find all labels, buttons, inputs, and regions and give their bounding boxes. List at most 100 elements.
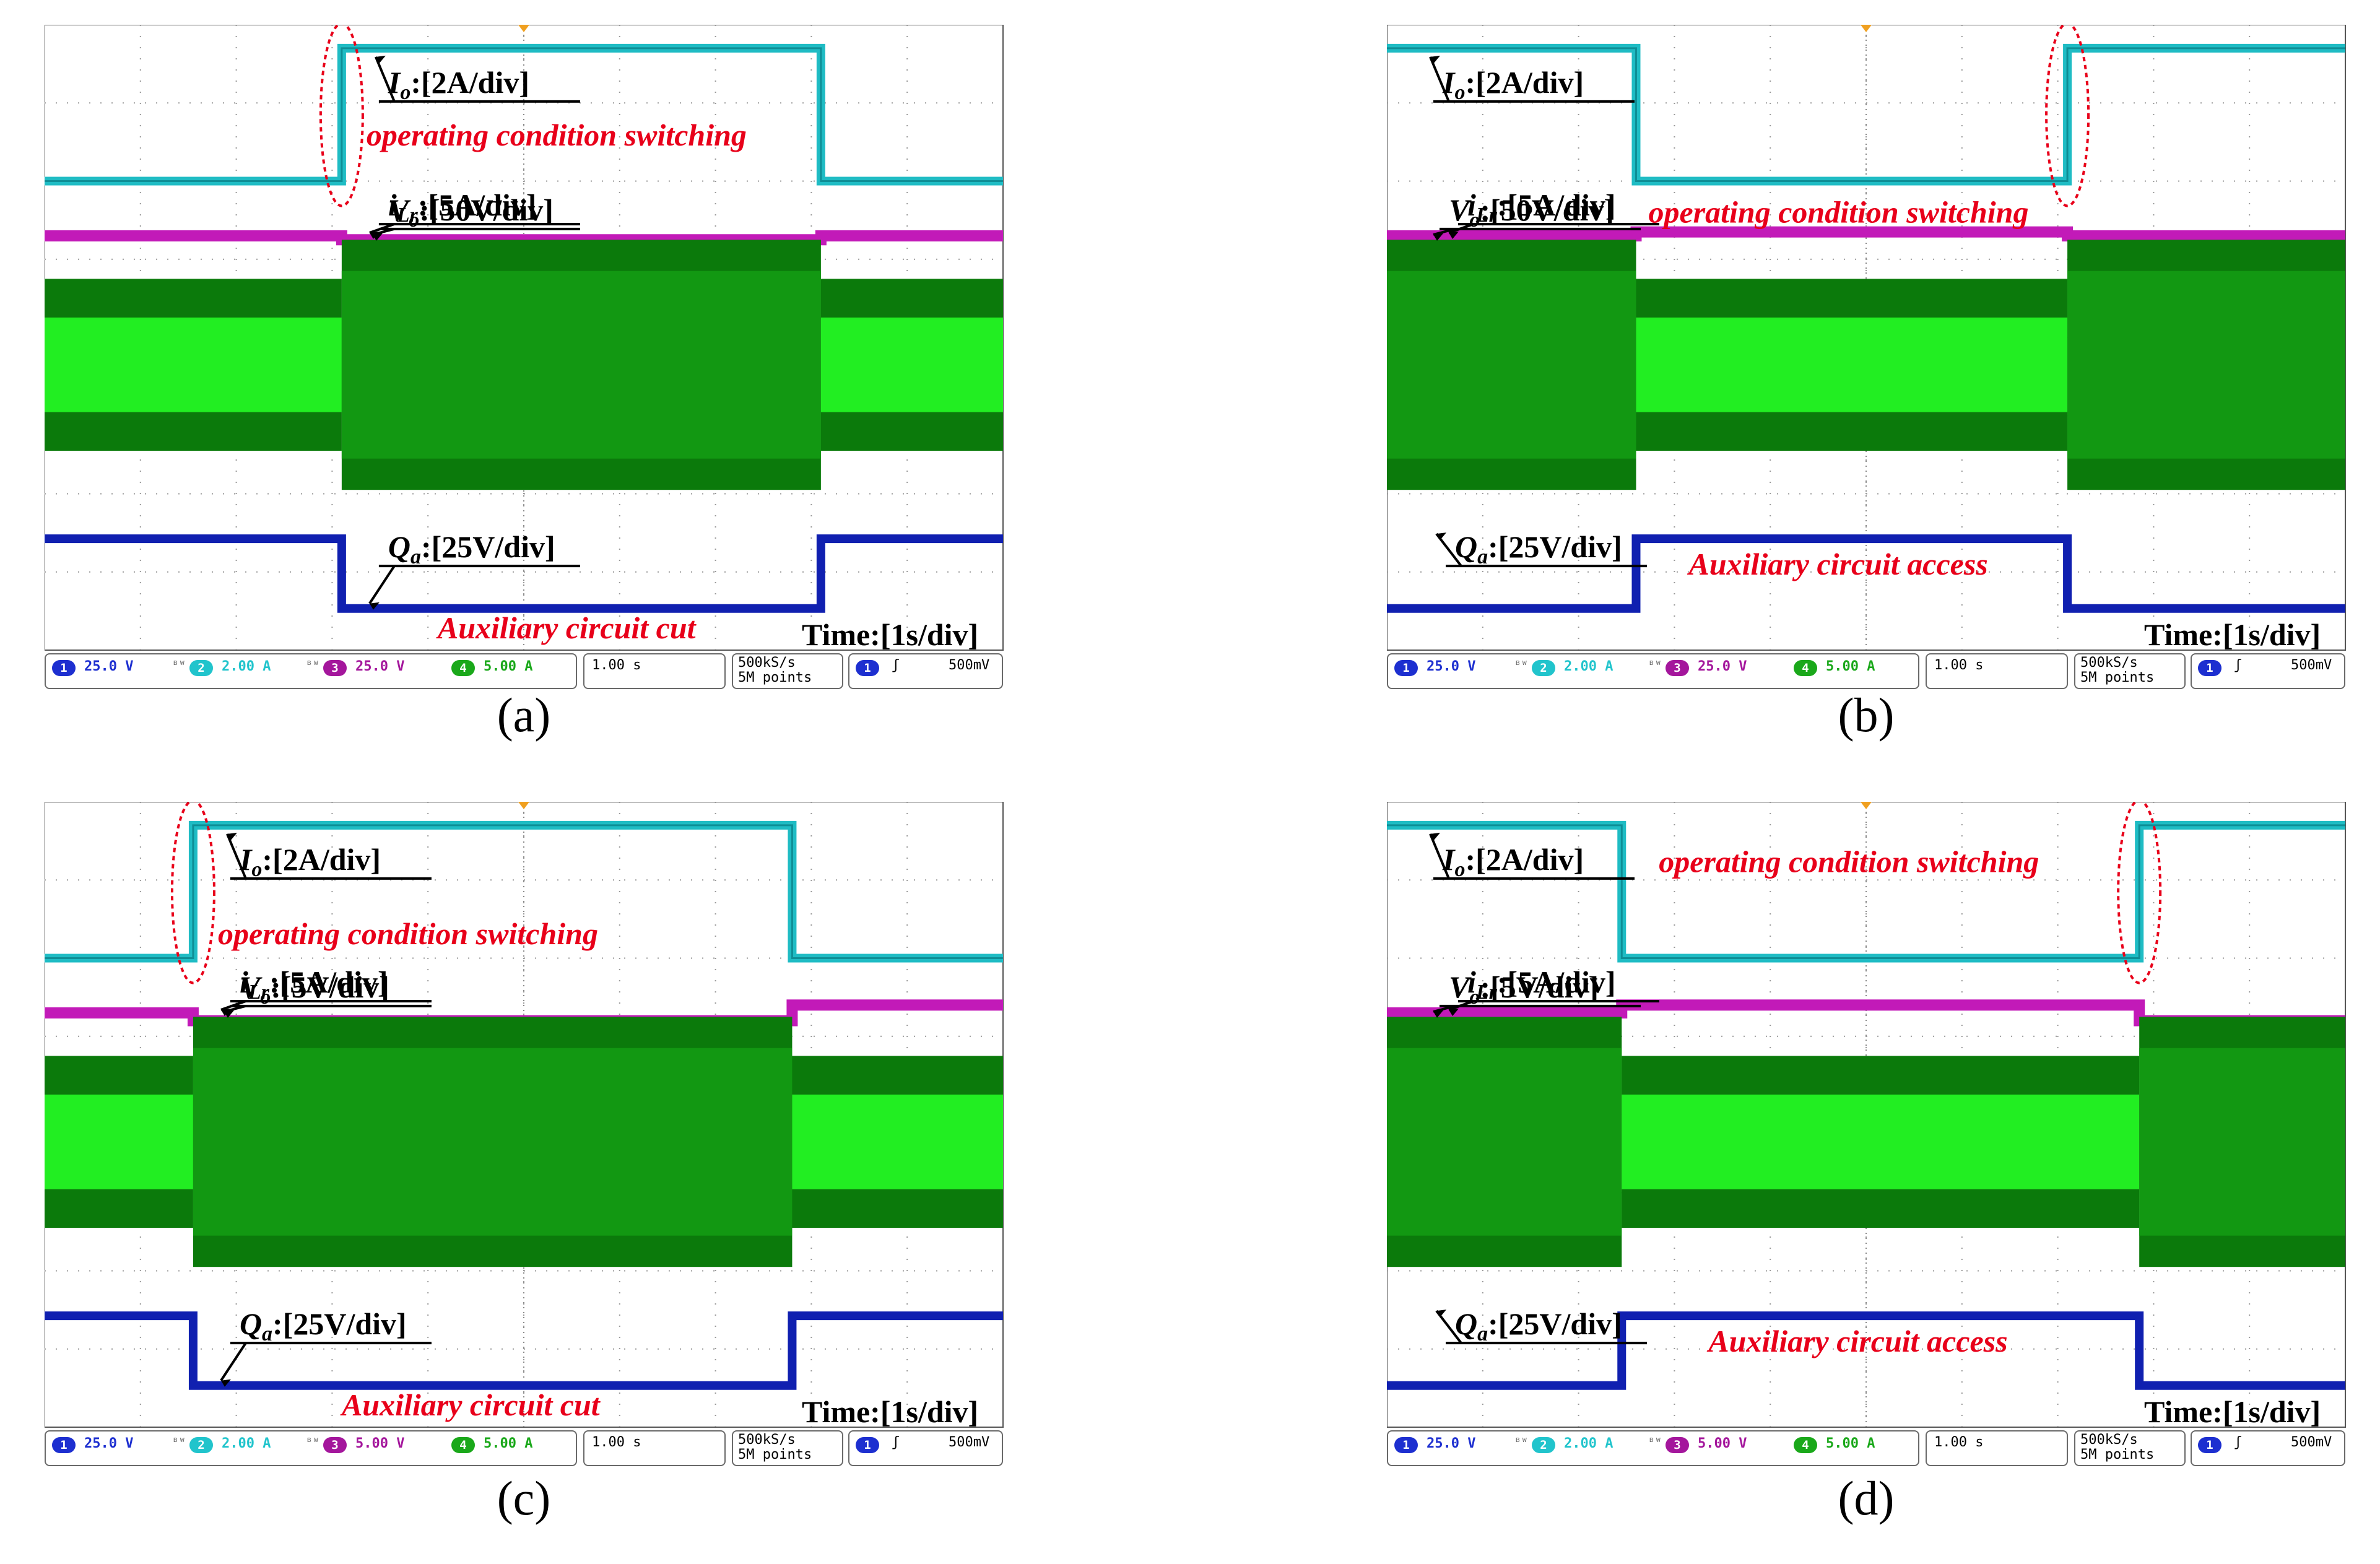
channel-1-badge: 1	[52, 660, 76, 676]
acquisition-box[interactable]: 500kS/s 5M points	[732, 1430, 843, 1466]
annotation-switching: operating condition switching	[1659, 844, 2039, 879]
label-subscript: o	[1454, 858, 1465, 881]
channel-1-badge: 1	[1394, 660, 1418, 676]
label-symbol: I	[388, 65, 401, 100]
bandwidth-limit-icon: ᴮᵂ	[172, 1436, 186, 1449]
trigger-box[interactable]: 1 ʃ 500mV	[2191, 1430, 2345, 1466]
vertical-scale-box[interactable]: 1 25.0 V 2 2.00 A ᴮᵂ 3 25.0 V ᴮᵂ 4 5.00 A	[1387, 653, 1919, 689]
channel-1-scale: 25.0 V	[1427, 1436, 1476, 1451]
trace-ilr-after-core	[2139, 1048, 2345, 1236]
label-symbol: i	[1467, 965, 1476, 999]
label-symbol: Q	[240, 1306, 262, 1341]
label-symbol: I	[1442, 842, 1456, 877]
trace-ilr-before	[1387, 240, 1636, 490]
label-symbol: i	[388, 188, 397, 222]
label-symbol: Q	[1455, 1306, 1477, 1341]
label-vo: Vo:[50V/div]	[1433, 193, 1641, 241]
label-leader	[220, 1000, 246, 1011]
label-qa: Qa:[25V/div]	[1435, 1306, 1647, 1345]
sample-rate: 500kS/s	[2080, 655, 2138, 671]
scope-status-bar: 1 25.0 V 2 2.00 A ᴮᵂ 3 5.00 V ᴮᵂ 4 5.00 A 1.00 s 50…	[45, 1430, 1010, 1466]
label-scale: :[25V/div]	[1488, 1306, 1622, 1341]
label-subscript: Lr	[396, 204, 419, 227]
channel-4-scale: 5.00 A	[1826, 1436, 1875, 1451]
acquisition-box[interactable]: 500kS/s 5M points	[2074, 1430, 2186, 1466]
trigger-channel-badge: 1	[856, 1437, 879, 1453]
trace-ilr-mid	[341, 240, 821, 490]
acquisition-box[interactable]: 500kS/s 5M points	[732, 653, 843, 689]
channel-1-scale: 25.0 V	[1427, 659, 1476, 674]
channel-1-scale: 25.0 V	[84, 1436, 134, 1451]
label-ilr: iLr:[5A/div]	[1448, 188, 1659, 239]
sample-rate: 500kS/s	[2080, 1432, 2138, 1448]
channel-2-scale: 2.00 A	[222, 1436, 271, 1451]
channel-3-scale: 5.00 V	[355, 1436, 405, 1451]
timebase-value: 1.00 s	[1934, 1435, 1984, 1450]
panel-caption: (c)	[497, 1471, 551, 1525]
trigger-edge-icon: ʃ	[892, 1435, 900, 1450]
timebase-box[interactable]: 1.00 s	[583, 653, 726, 689]
label-symbol: V	[388, 193, 411, 227]
label-qa: Qa:[25V/div]	[1435, 529, 1647, 568]
arrow-icon	[369, 602, 380, 610]
annotation-aux: Auxiliary circuit access	[1706, 1324, 2007, 1358]
trigger-position-icon	[1861, 802, 1872, 809]
timebase-box[interactable]: 1.00 s	[1926, 1430, 2068, 1466]
bandwidth-limit-icon: ᴮᵂ	[1648, 659, 1662, 672]
vertical-scale-box[interactable]: 1 25.0 V 2 2.00 A ᴮᵂ 3 5.00 V ᴮᵂ 4 5.00 A	[1387, 1430, 1919, 1466]
label-qa: Qa:[25V/div]	[220, 1306, 432, 1387]
label-vo: Vo:[5V/div]	[1433, 970, 1641, 1018]
trace-ilr-before-core	[45, 1094, 193, 1189]
label-scale: :[5V/div]	[1480, 970, 1599, 1004]
vertical-scale-box[interactable]: 1 25.0 V 2 2.00 A ᴮᵂ 3 5.00 V ᴮᵂ 4 5.00 A	[45, 1430, 577, 1466]
channel-2-scale: 2.00 A	[1564, 659, 1613, 674]
waveform-plot: Io:[2A/div]Vo:[50V/div]iLr:[5A/div]Qa:[2…	[1373, 22, 2346, 652]
bandwidth-limit-icon: ᴮᵂ	[1648, 1436, 1662, 1449]
timebase-box[interactable]: 1.00 s	[583, 1430, 726, 1466]
trigger-channel-badge: 1	[2198, 1437, 2221, 1453]
trigger-box[interactable]: 1 ʃ 500mV	[848, 1430, 1003, 1466]
label-subscript: o	[409, 209, 419, 232]
channel-2-badge: 2	[189, 660, 213, 676]
label-leader	[375, 56, 396, 102]
annotation-timebase: Time:[1s/div]	[802, 617, 978, 652]
label-leader	[368, 565, 396, 604]
scope-panel-d: Io:[2A/div] Vo:[5V/div] iLr:[5A/div] Qa:[25…	[1373, 799, 2353, 1525]
trigger-position-icon	[518, 25, 529, 32]
trigger-box[interactable]: 1 ʃ 500mV	[2191, 653, 2345, 689]
trace-ilr-after	[820, 279, 1003, 451]
timebase-box[interactable]: 1.00 s	[1926, 653, 2068, 689]
label-scale: :[50V/div]	[1480, 193, 1614, 227]
arrow-icon	[1449, 1008, 1459, 1016]
trigger-box[interactable]: 1 ʃ 500mV	[848, 653, 1003, 689]
label-subscript: o	[260, 986, 271, 1009]
trigger-level: 500mV	[2291, 658, 2332, 673]
trace-ilr-before	[1387, 1017, 1622, 1267]
channel-2-scale: 2.00 A	[1564, 1436, 1613, 1451]
trace-qa	[45, 534, 1003, 613]
arrow-icon	[1433, 233, 1443, 241]
label-leader	[220, 1342, 247, 1381]
channel-3-badge: 3	[323, 660, 347, 676]
label-scale: :[2A/div]	[1465, 65, 1584, 100]
acquisition-box[interactable]: 500kS/s 5M points	[2074, 653, 2186, 689]
label-scale: :[2A/div]	[410, 65, 529, 100]
trigger-channel-badge: 1	[856, 660, 879, 676]
channel-3-scale: 25.0 V	[1698, 659, 1747, 674]
timebase-value: 1.00 s	[1934, 658, 1984, 673]
arrow-icon	[220, 1008, 231, 1016]
trigger-channel-badge: 1	[2198, 660, 2221, 676]
label-subscript: o	[400, 81, 410, 104]
label-symbol: V	[1449, 970, 1472, 1004]
trace-io-core	[45, 824, 1003, 959]
trace-ilr-mid	[1622, 1056, 2140, 1228]
label-scale: :[5A/div]	[418, 188, 537, 222]
arrow-icon	[1430, 55, 1440, 63]
label-symbol: i	[240, 965, 248, 999]
vertical-scale-box[interactable]: 1 25.0 V 2 2.00 A ᴮᵂ 3 25.0 V ᴮᵂ 4 5.00 A	[45, 653, 577, 689]
trigger-position-icon	[1861, 25, 1872, 32]
label-scale: :[25V/div]	[421, 529, 555, 564]
label-text: Qa:[25V/div]	[388, 529, 555, 568]
channel-1-badge: 1	[1394, 1437, 1418, 1453]
arrow-icon	[1433, 1010, 1443, 1018]
